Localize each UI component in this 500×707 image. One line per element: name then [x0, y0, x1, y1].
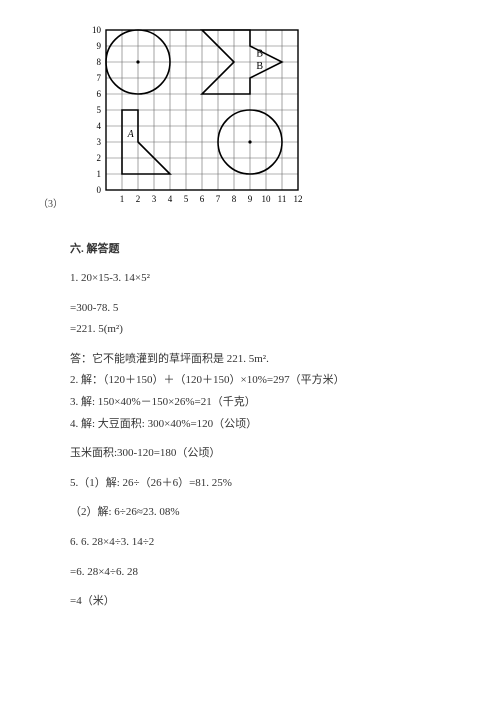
svg-text:4: 4 [97, 121, 102, 131]
answer-line: 4. 解: 大豆面积: 300×40%=120（公顷） [70, 416, 440, 434]
svg-text:9: 9 [97, 41, 102, 51]
svg-text:1: 1 [120, 194, 125, 204]
svg-text:5: 5 [184, 194, 189, 204]
svg-text:7: 7 [216, 194, 221, 204]
answer-line: =300-78. 5 [70, 300, 440, 318]
svg-text:5: 5 [97, 105, 102, 115]
answer-line: 答：它不能喷灌到的草坪面积是 221. 5m². [70, 351, 440, 369]
section-title: 六. 解答题 [70, 240, 440, 256]
svg-text:10: 10 [92, 25, 102, 35]
svg-text:3: 3 [152, 194, 157, 204]
grid-chart: 109876543210123456789101112ABB [80, 20, 310, 214]
answer-line: =6. 28×4÷6. 28 [70, 564, 440, 582]
answer-line: （2）解: 6÷26≈23. 08% [70, 504, 440, 522]
svg-text:3: 3 [97, 137, 102, 147]
answer-line: 1. 20×15-3. 14×5² [70, 270, 440, 288]
svg-text:1: 1 [97, 169, 102, 179]
answer-line: 5.（1）解: 26÷（26＋6）=81. 25% [70, 475, 440, 493]
svg-text:4: 4 [168, 194, 173, 204]
svg-text:9: 9 [248, 194, 253, 204]
svg-text:10: 10 [262, 194, 272, 204]
answer-line: 3. 解: 150×40%－150×26%=21（千克） [70, 394, 440, 412]
svg-text:8: 8 [97, 57, 102, 67]
answer-line: =4（米） [70, 593, 440, 611]
answer-line: =221. 5(m²) [70, 321, 440, 339]
svg-text:6: 6 [97, 89, 102, 99]
figure: （3） 109876543210123456789101112ABB [80, 20, 440, 214]
svg-text:B: B [256, 48, 263, 59]
svg-text:12: 12 [294, 194, 303, 204]
svg-text:7: 7 [97, 73, 102, 83]
svg-text:0: 0 [97, 185, 102, 195]
svg-text:2: 2 [97, 153, 102, 163]
svg-text:B: B [256, 61, 263, 72]
svg-text:11: 11 [278, 194, 287, 204]
answer-line: 6. 6. 28×4÷3. 14÷2 [70, 534, 440, 552]
svg-text:2: 2 [136, 194, 141, 204]
svg-text:8: 8 [232, 194, 237, 204]
svg-text:6: 6 [200, 194, 205, 204]
answers-block: 1. 20×15-3. 14×5² =300-78. 5 =221. 5(m²) 答：… [70, 270, 440, 611]
answer-line: 2. 解：（120＋150）＋（120＋150）×10%=297（平方米） [70, 372, 440, 390]
question-number: （3） [38, 195, 63, 210]
answer-line: 玉米面积:300-120=180（公顷） [70, 445, 440, 463]
svg-text:A: A [127, 129, 135, 140]
